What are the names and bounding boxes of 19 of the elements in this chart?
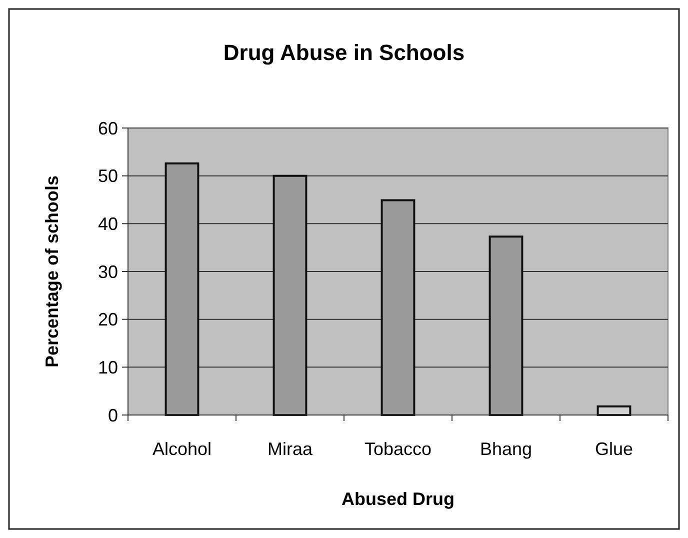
y-tick-label: 20 [98,310,118,330]
y-tick-label: 50 [98,166,118,186]
bar [272,174,308,416]
y-axis-title: Percentage of schools [42,175,62,368]
x-axis-title: Abused Drug [341,489,455,509]
x-tick-label: Miraa [267,439,314,459]
y-tick-label: 60 [98,118,118,138]
y-tick-label: 40 [98,214,118,234]
x-tick-label: Alcohol [152,439,212,459]
bar [164,162,200,416]
bar [380,199,416,416]
x-tick-label: Tobacco [364,439,432,459]
x-tick-label: Glue [594,439,634,459]
y-tick-label: 30 [98,262,118,282]
bar [488,236,524,416]
x-tick-label: Bhang [480,439,532,459]
y-tick-label: 0 [108,405,118,426]
y-tick-label: 10 [98,357,118,378]
chart-title: Drug Abuse in Schools [223,40,465,65]
